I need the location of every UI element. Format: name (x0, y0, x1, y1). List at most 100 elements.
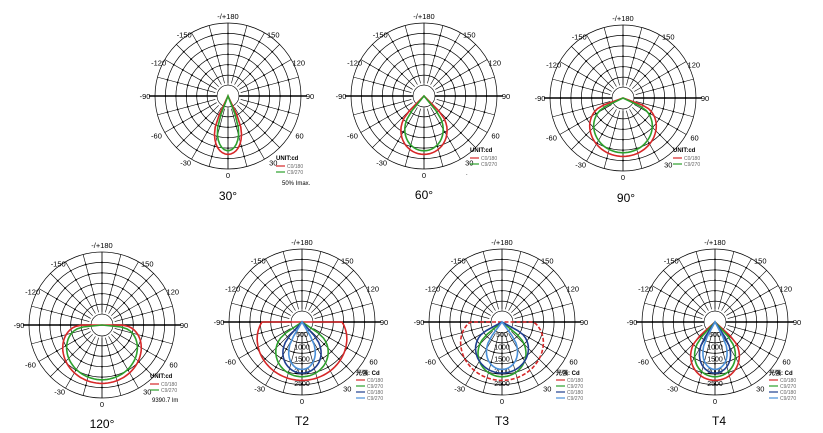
spoke-marker (632, 56, 635, 59)
legend-label: C0/180 (780, 378, 796, 384)
spoke-marker (257, 87, 260, 89)
spoke-marker (446, 289, 449, 292)
spoke-marker (691, 298, 694, 301)
spoke-marker (274, 336, 276, 339)
spoke-marker (161, 307, 164, 310)
spoke-marker (278, 343, 281, 346)
angle-label-p120: 120 (567, 284, 580, 293)
spoke-marker (677, 341, 680, 344)
spoke-marker (316, 294, 319, 296)
spoke-marker (213, 145, 216, 148)
spoke-marker (527, 275, 529, 278)
spoke-marker (274, 305, 276, 308)
spoke-marker (551, 307, 554, 310)
angle-label-p90: 90 (580, 318, 588, 327)
grid-spoke (237, 44, 280, 87)
spoke-marker (642, 60, 645, 63)
spoke-marker (523, 298, 526, 301)
spoke-marker (406, 34, 409, 37)
grid-spoke (250, 270, 293, 313)
spoke-marker (555, 352, 558, 355)
legend-label: C0/180 (780, 390, 796, 396)
grid-spoke (176, 44, 219, 87)
radial-value-label: 2000 (707, 369, 723, 376)
spoke-marker (754, 331, 757, 334)
polar-diagram-d120: -/+180 -150 150 -120 120 -90 90 -60 60 -30 30 0 UNIT… (14, 241, 189, 431)
spoke-marker (450, 307, 453, 310)
diagram-caption: 60° (415, 188, 433, 202)
spoke-marker (250, 307, 253, 310)
angle-label-p30: 30 (543, 384, 551, 393)
spoke-marker (608, 46, 611, 49)
spoke-marker (111, 283, 114, 286)
spoke-marker (682, 80, 685, 83)
spoke-marker (84, 384, 87, 387)
spoke-marker (475, 275, 477, 278)
spoke-marker (341, 310, 344, 313)
spoke-marker (585, 133, 588, 136)
angle-label-zero: 0 (300, 397, 304, 406)
spoke-marker (658, 60, 661, 63)
spoke-marker (216, 54, 219, 57)
unit-label: 光强: Cd (355, 369, 380, 377)
spoke-marker (683, 329, 686, 331)
angle-label-p150: 150 (267, 31, 280, 40)
spoke-marker (561, 304, 564, 307)
spoke-marker (323, 343, 326, 346)
radial-value-label: 2000 (294, 369, 310, 376)
spoke-marker (682, 113, 685, 116)
spoke-marker (204, 117, 207, 120)
legend-label: C9/270 (684, 162, 700, 168)
spoke-marker (517, 381, 520, 384)
spoke-marker (493, 351, 495, 354)
spoke-marker (452, 65, 455, 68)
angle-label-p30: 30 (756, 384, 764, 393)
spoke-marker (545, 365, 548, 368)
spoke-marker (93, 293, 95, 296)
spoke-marker (644, 74, 647, 77)
grid-spoke (234, 32, 265, 85)
grid-spoke (651, 285, 704, 316)
spoke-marker (281, 126, 284, 129)
spoke-marker (638, 157, 641, 160)
spoke-marker (638, 36, 641, 39)
spoke-marker (683, 313, 686, 315)
diagram-caption: 30° (219, 189, 237, 203)
spoke-marker (323, 298, 326, 301)
angle-label-m60: -60 (151, 131, 162, 140)
spoke-marker (260, 331, 263, 334)
angle-label-m150: -150 (177, 31, 192, 40)
spoke-marker (669, 276, 672, 279)
legend-label: C0/180 (684, 156, 700, 162)
angle-label-p150: 150 (463, 31, 476, 40)
polar-diagram-dT4: -/+180 -150 150 -120 120 -90 90 -60 60 -30 30 0 500 1… (627, 238, 802, 428)
spoke-marker (730, 260, 733, 263)
spoke-marker (201, 140, 203, 143)
legend-label: C9/270 (780, 396, 796, 402)
spoke-marker (361, 337, 364, 340)
legend-label: C0/180 (567, 390, 583, 396)
spoke-marker (264, 284, 267, 287)
intensity-curve (474, 321, 530, 374)
angle-label-m120: -120 (425, 284, 440, 293)
spoke-marker (141, 313, 144, 316)
spoke-marker (745, 375, 748, 378)
spoke-marker (131, 316, 134, 318)
spoke-marker (431, 64, 433, 67)
spoke-marker (280, 284, 283, 287)
grid-spoke (663, 270, 706, 313)
spoke-marker (663, 334, 666, 337)
spoke-marker (443, 131, 446, 134)
angle-label-m150: -150 (572, 33, 587, 42)
spoke-marker (145, 279, 148, 282)
spoke-marker (396, 110, 398, 113)
spoke-marker (321, 284, 324, 287)
spoke-marker (196, 103, 199, 105)
spoke-marker (455, 347, 458, 349)
spoke-marker (412, 135, 415, 138)
spoke-marker (484, 381, 487, 384)
spoke-marker (50, 337, 53, 340)
spoke-marker (200, 79, 202, 82)
spoke-marker (368, 126, 371, 129)
spoke-marker (606, 70, 609, 72)
